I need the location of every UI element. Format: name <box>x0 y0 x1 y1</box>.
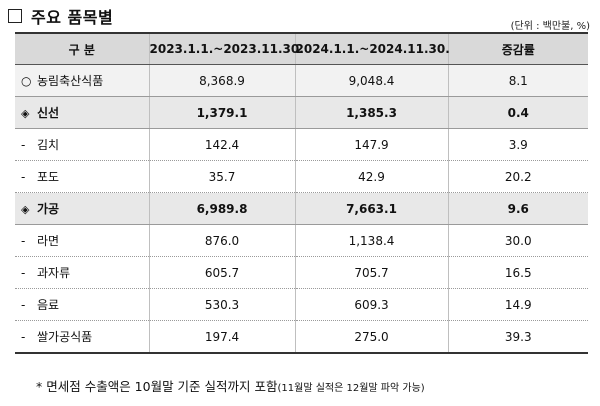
row-label-text: 음료 <box>37 298 60 312</box>
title-text: 주요 품목별 <box>31 8 114 27</box>
change-rate: 0.4 <box>447 96 588 129</box>
row-label-text: 농림축산식품 <box>37 74 104 88</box>
diamond-icon: ◈ <box>21 107 30 120</box>
value-2023: 35.7 <box>148 160 296 193</box>
change-rate: 30.0 <box>447 224 588 257</box>
table-row: - 과자류 605.7 705.7 16.5 <box>15 256 588 289</box>
value-2024: 609.3 <box>294 288 449 321</box>
diamond-icon: ◈ <box>21 203 30 216</box>
row-label-text: 가공 <box>37 202 60 216</box>
table-row: ◈ 신선 1,379.1 1,385.3 0.4 <box>15 96 588 129</box>
row-label-text: 쌀가공식품 <box>37 330 93 344</box>
table-row: - 포도 35.7 42.9 20.2 <box>15 160 588 193</box>
dash-bullet: - <box>21 170 26 184</box>
row-label-text: 라면 <box>37 234 60 248</box>
row-label-text: 포도 <box>37 170 60 184</box>
row-label: - 과자류 <box>15 256 150 289</box>
dash-bullet: - <box>21 330 26 344</box>
row-label: ○ 농림축산식품 <box>15 64 150 97</box>
value-2023: 876.0 <box>148 224 296 257</box>
header-category: 구 분 <box>15 32 150 65</box>
value-2023: 6,989.8 <box>148 192 296 225</box>
table-row: - 쌀가공식품 197.4 275.0 39.3 <box>15 320 588 354</box>
row-label: - 쌀가공식품 <box>15 320 150 354</box>
value-2024: 1,385.3 <box>294 96 449 129</box>
table-row: - 김치 142.4 147.9 3.9 <box>15 128 588 161</box>
header-change-rate: 증감률 <box>447 32 588 65</box>
value-2023: 1,379.1 <box>148 96 296 129</box>
row-label-text: 김치 <box>37 138 60 152</box>
change-rate: 9.6 <box>447 192 588 225</box>
value-2024: 42.9 <box>294 160 449 193</box>
value-2024: 275.0 <box>294 320 449 354</box>
row-label-text: 과자류 <box>37 266 71 280</box>
change-rate: 8.1 <box>447 64 588 97</box>
change-rate: 3.9 <box>447 128 588 161</box>
change-rate: 16.5 <box>447 256 588 289</box>
table-row: ○ 농림축산식품 8,368.9 9,048.4 8.1 <box>15 64 588 97</box>
footnote-small: (11월말 실적은 12월말 파악 가능) <box>277 383 425 394</box>
row-label: - 김치 <box>15 128 150 161</box>
footnote: * 면세점 수출액은 10월말 기준 실적까지 포함(11월말 실적은 12월말… <box>36 376 425 395</box>
change-rate: 20.2 <box>447 160 588 193</box>
row-label: ◈ 가공 <box>15 192 150 225</box>
value-2024: 9,048.4 <box>294 64 449 97</box>
dash-bullet: - <box>21 298 26 312</box>
dash-bullet: - <box>21 266 26 280</box>
header-period-2023: 2023.1.1.~2023.11.30. <box>148 32 304 65</box>
change-rate: 39.3 <box>447 320 588 354</box>
row-label: - 음료 <box>15 288 150 321</box>
value-2023: 8,368.9 <box>148 64 296 97</box>
footnote-main: * 면세점 수출액은 10월말 기준 실적까지 포함 <box>36 379 278 394</box>
value-2023: 605.7 <box>148 256 296 289</box>
value-2023: 197.4 <box>148 320 296 354</box>
value-2024: 147.9 <box>294 128 449 161</box>
section-title: 주요 품목별 <box>8 4 113 28</box>
value-2023: 530.3 <box>148 288 296 321</box>
table-row: ◈ 가공 6,989.8 7,663.1 9.6 <box>15 192 588 225</box>
value-2024: 705.7 <box>294 256 449 289</box>
export-table: 구 분 2023.1.1.~2023.11.30. 2024.1.1.~2024… <box>15 32 588 354</box>
header-period-2024: 2024.1.1.~2024.11.30. <box>294 32 450 65</box>
value-2023: 142.4 <box>148 128 296 161</box>
row-label: ◈ 신선 <box>15 96 150 129</box>
dash-bullet: - <box>21 234 26 248</box>
row-label: - 포도 <box>15 160 150 193</box>
table-header-row: 구 분 2023.1.1.~2023.11.30. 2024.1.1.~2024… <box>15 32 588 65</box>
row-label-text: 신선 <box>37 106 60 120</box>
unit-note: (단위 : 백만불, %) <box>510 21 590 32</box>
change-rate: 14.9 <box>447 288 588 321</box>
circle-icon: ○ <box>21 74 32 88</box>
row-label: - 라면 <box>15 224 150 257</box>
table-row: - 라면 876.0 1,138.4 30.0 <box>15 224 588 257</box>
dash-bullet: - <box>21 138 26 152</box>
checkbox-square-icon <box>8 9 22 23</box>
table-row: - 음료 530.3 609.3 14.9 <box>15 288 588 321</box>
value-2024: 1,138.4 <box>294 224 449 257</box>
value-2024: 7,663.1 <box>294 192 449 225</box>
